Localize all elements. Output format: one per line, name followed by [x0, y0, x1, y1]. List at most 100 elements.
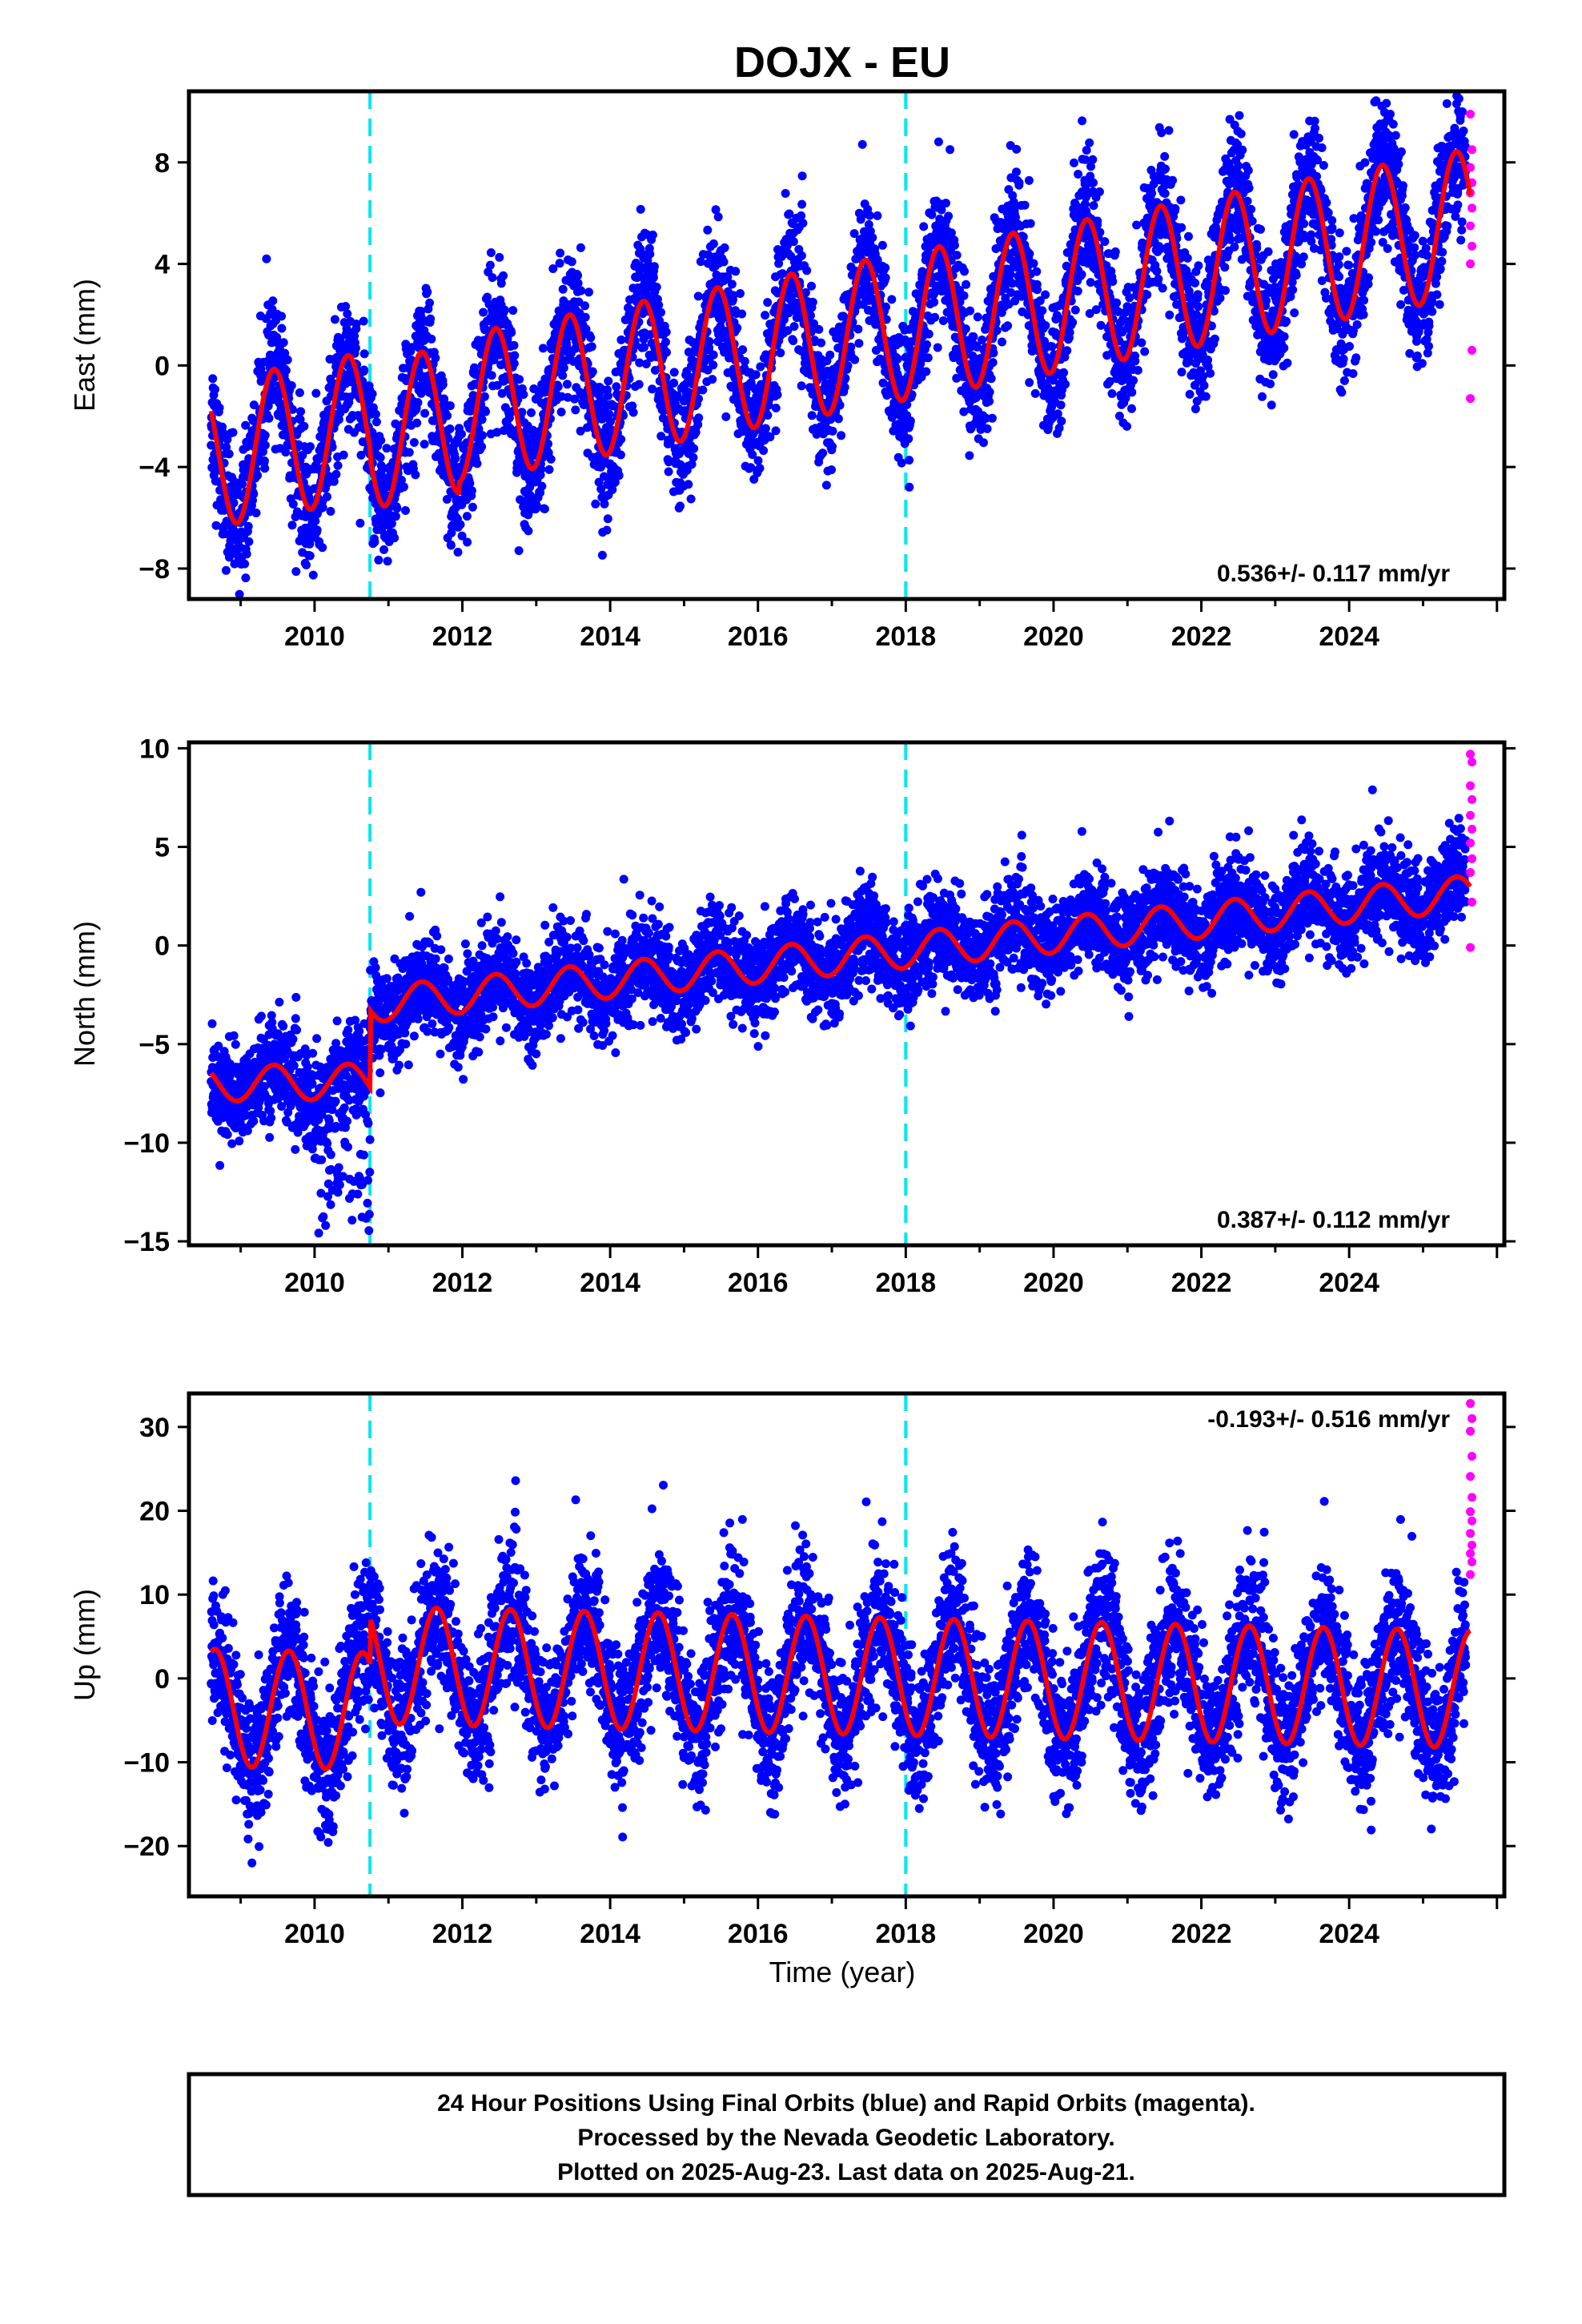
- y-axis-label: Up (mm): [68, 1589, 101, 1701]
- x-tick-label: 2024: [1319, 1919, 1379, 1949]
- rapid-orbit-point: [1466, 110, 1476, 119]
- rapid-orbit-point: [1466, 163, 1476, 172]
- plot-frame: [187, 89, 1507, 601]
- rapid-orbit-point: [1466, 810, 1476, 820]
- rapid-orbit-point: [1466, 838, 1476, 848]
- x-tick-label: 2018: [876, 1919, 937, 1949]
- x-tick-label: 2014: [580, 621, 640, 652]
- x-tick-label: 2012: [432, 1919, 493, 1949]
- x-tick-label: 2010: [284, 1268, 345, 1298]
- y-axis-label: East (mm): [68, 279, 101, 412]
- rapid-orbit-point: [1466, 1472, 1476, 1482]
- y-tick-label: −20: [123, 1831, 170, 1862]
- y-tick-label: 10: [139, 1580, 170, 1610]
- model-fit-line: [209, 874, 1472, 1104]
- y-tick-label: −8: [139, 554, 170, 585]
- rapid-orbit-point: [1468, 203, 1477, 213]
- rapid-orbit-point: [1466, 750, 1476, 759]
- y-tick-label: 20: [139, 1497, 170, 1527]
- y-tick-label: −10: [123, 1748, 170, 1779]
- rate-annotation: 0.536+/- 0.117 mm/yr: [1217, 561, 1450, 587]
- rapid-orbit-point: [1466, 781, 1476, 790]
- x-tick-label: 2012: [432, 621, 493, 652]
- rate-annotation: 0.387+/- 0.112 mm/yr: [1217, 1207, 1450, 1233]
- rapid-orbit-point: [1466, 1507, 1476, 1517]
- rapid-orbit-point: [1466, 943, 1476, 952]
- final-orbit-point-path: [207, 785, 1471, 1238]
- x-tick-label: 2014: [580, 1268, 640, 1298]
- plot-frame: [187, 1391, 1507, 1899]
- rapid-orbit-points: [1466, 1399, 1477, 1579]
- x-tick-label: 2010: [284, 1919, 345, 1949]
- east-panel: 2010 2012 2014 2016 2018 2020 2022 2024 −8 −4 0 4 8 E…: [68, 89, 1516, 652]
- footer-box: [187, 2072, 1507, 2197]
- x-tick-label: 2016: [728, 1268, 789, 1298]
- rapid-orbit-point: [1466, 1549, 1476, 1558]
- rapid-orbit-point: [1466, 221, 1476, 231]
- y-tick-label: 0: [155, 1664, 170, 1695]
- y-tick-label: −10: [123, 1128, 170, 1159]
- y-axis-label: North (mm): [68, 921, 101, 1067]
- final-orbit-points: [207, 785, 1471, 1238]
- rapid-orbit-point: [1468, 1413, 1477, 1423]
- x-tick-label: 2018: [876, 621, 937, 652]
- rapid-orbit-point: [1468, 241, 1477, 251]
- rapid-orbit-point: [1466, 394, 1476, 404]
- x-tick-label: 2022: [1171, 1919, 1232, 1949]
- x-tick-label: 2014: [580, 1919, 640, 1949]
- y-tick-label: 10: [139, 734, 170, 764]
- final-orbit-points: [207, 1476, 1471, 1868]
- footer-line-2: Processed by the Nevada Geodetic Laborat…: [577, 2125, 1114, 2151]
- rapid-orbit-point: [1466, 868, 1476, 878]
- y-tick-label: −5: [139, 1030, 170, 1060]
- rapid-orbit-point: [1468, 794, 1477, 804]
- rapid-orbit-point: [1468, 758, 1477, 767]
- x-axis-label: Time (year): [769, 1956, 916, 1988]
- model-fit-line: [209, 1605, 1472, 1771]
- rapid-orbit-point: [1468, 1493, 1477, 1502]
- plot-frame: [187, 740, 1507, 1248]
- rapid-orbit-point: [1468, 145, 1477, 155]
- x-tick-label: 2016: [728, 621, 789, 652]
- rapid-orbit-point: [1466, 1529, 1476, 1538]
- x-tick-label: 2024: [1319, 621, 1379, 652]
- x-tick-label: 2020: [1023, 621, 1084, 652]
- rapid-orbit-points: [1466, 750, 1477, 952]
- footer-line-1: 24 Hour Positions Using Final Orbits (bl…: [437, 2090, 1255, 2117]
- x-tick-label: 2020: [1023, 1919, 1084, 1949]
- rapid-orbit-point: [1466, 1426, 1476, 1436]
- chart-title: DOJX - EU: [734, 38, 950, 86]
- y-tick-label: 0: [155, 931, 170, 962]
- y-tick-label: 8: [155, 148, 170, 179]
- x-tick-label: 2012: [432, 1268, 493, 1298]
- x-tick-label: 2010: [284, 621, 345, 652]
- rapid-orbit-point: [1468, 897, 1477, 907]
- rapid-orbit-point: [1466, 1399, 1476, 1409]
- rapid-orbit-point: [1468, 854, 1477, 863]
- rapid-orbit-point: [1468, 1516, 1477, 1526]
- y-tick-label: 4: [155, 250, 170, 280]
- y-tick-label: −15: [123, 1227, 170, 1257]
- y-tick-label: −4: [139, 452, 170, 483]
- x-tick-label: 2022: [1171, 621, 1232, 652]
- rapid-orbit-point: [1468, 345, 1477, 355]
- rapid-orbit-point: [1466, 1570, 1476, 1579]
- rate-annotation: -0.193+/- 0.516 mm/yr: [1207, 1406, 1450, 1433]
- rapid-orbit-point: [1468, 824, 1477, 834]
- x-tick-label: 2024: [1319, 1268, 1379, 1298]
- rapid-orbit-point: [1468, 1452, 1477, 1461]
- up-panel: 2010 2012 2014 2016 2018 2020 2022 2024 −20 −10 0 1…: [68, 1391, 1516, 1949]
- x-tick-label: 2022: [1171, 1268, 1232, 1298]
- footer-line-3: Plotted on 2025-Aug-23. Last data on 202…: [557, 2159, 1135, 2185]
- rapid-orbit-point: [1468, 1540, 1477, 1550]
- x-tick-label: 2020: [1023, 1268, 1084, 1298]
- y-tick-label: 5: [155, 833, 170, 863]
- y-tick-label: 0: [155, 351, 170, 381]
- x-tick-label: 2018: [876, 1268, 937, 1298]
- model-fit-line: [208, 149, 1473, 526]
- x-tick-label: 2016: [728, 1919, 789, 1949]
- rapid-orbit-point: [1466, 259, 1476, 269]
- north-panel: 2010 2012 2014 2016 2018 2020 2022 2024 −15 −10 −5…: [68, 734, 1516, 1298]
- y-tick-label: 30: [139, 1413, 170, 1443]
